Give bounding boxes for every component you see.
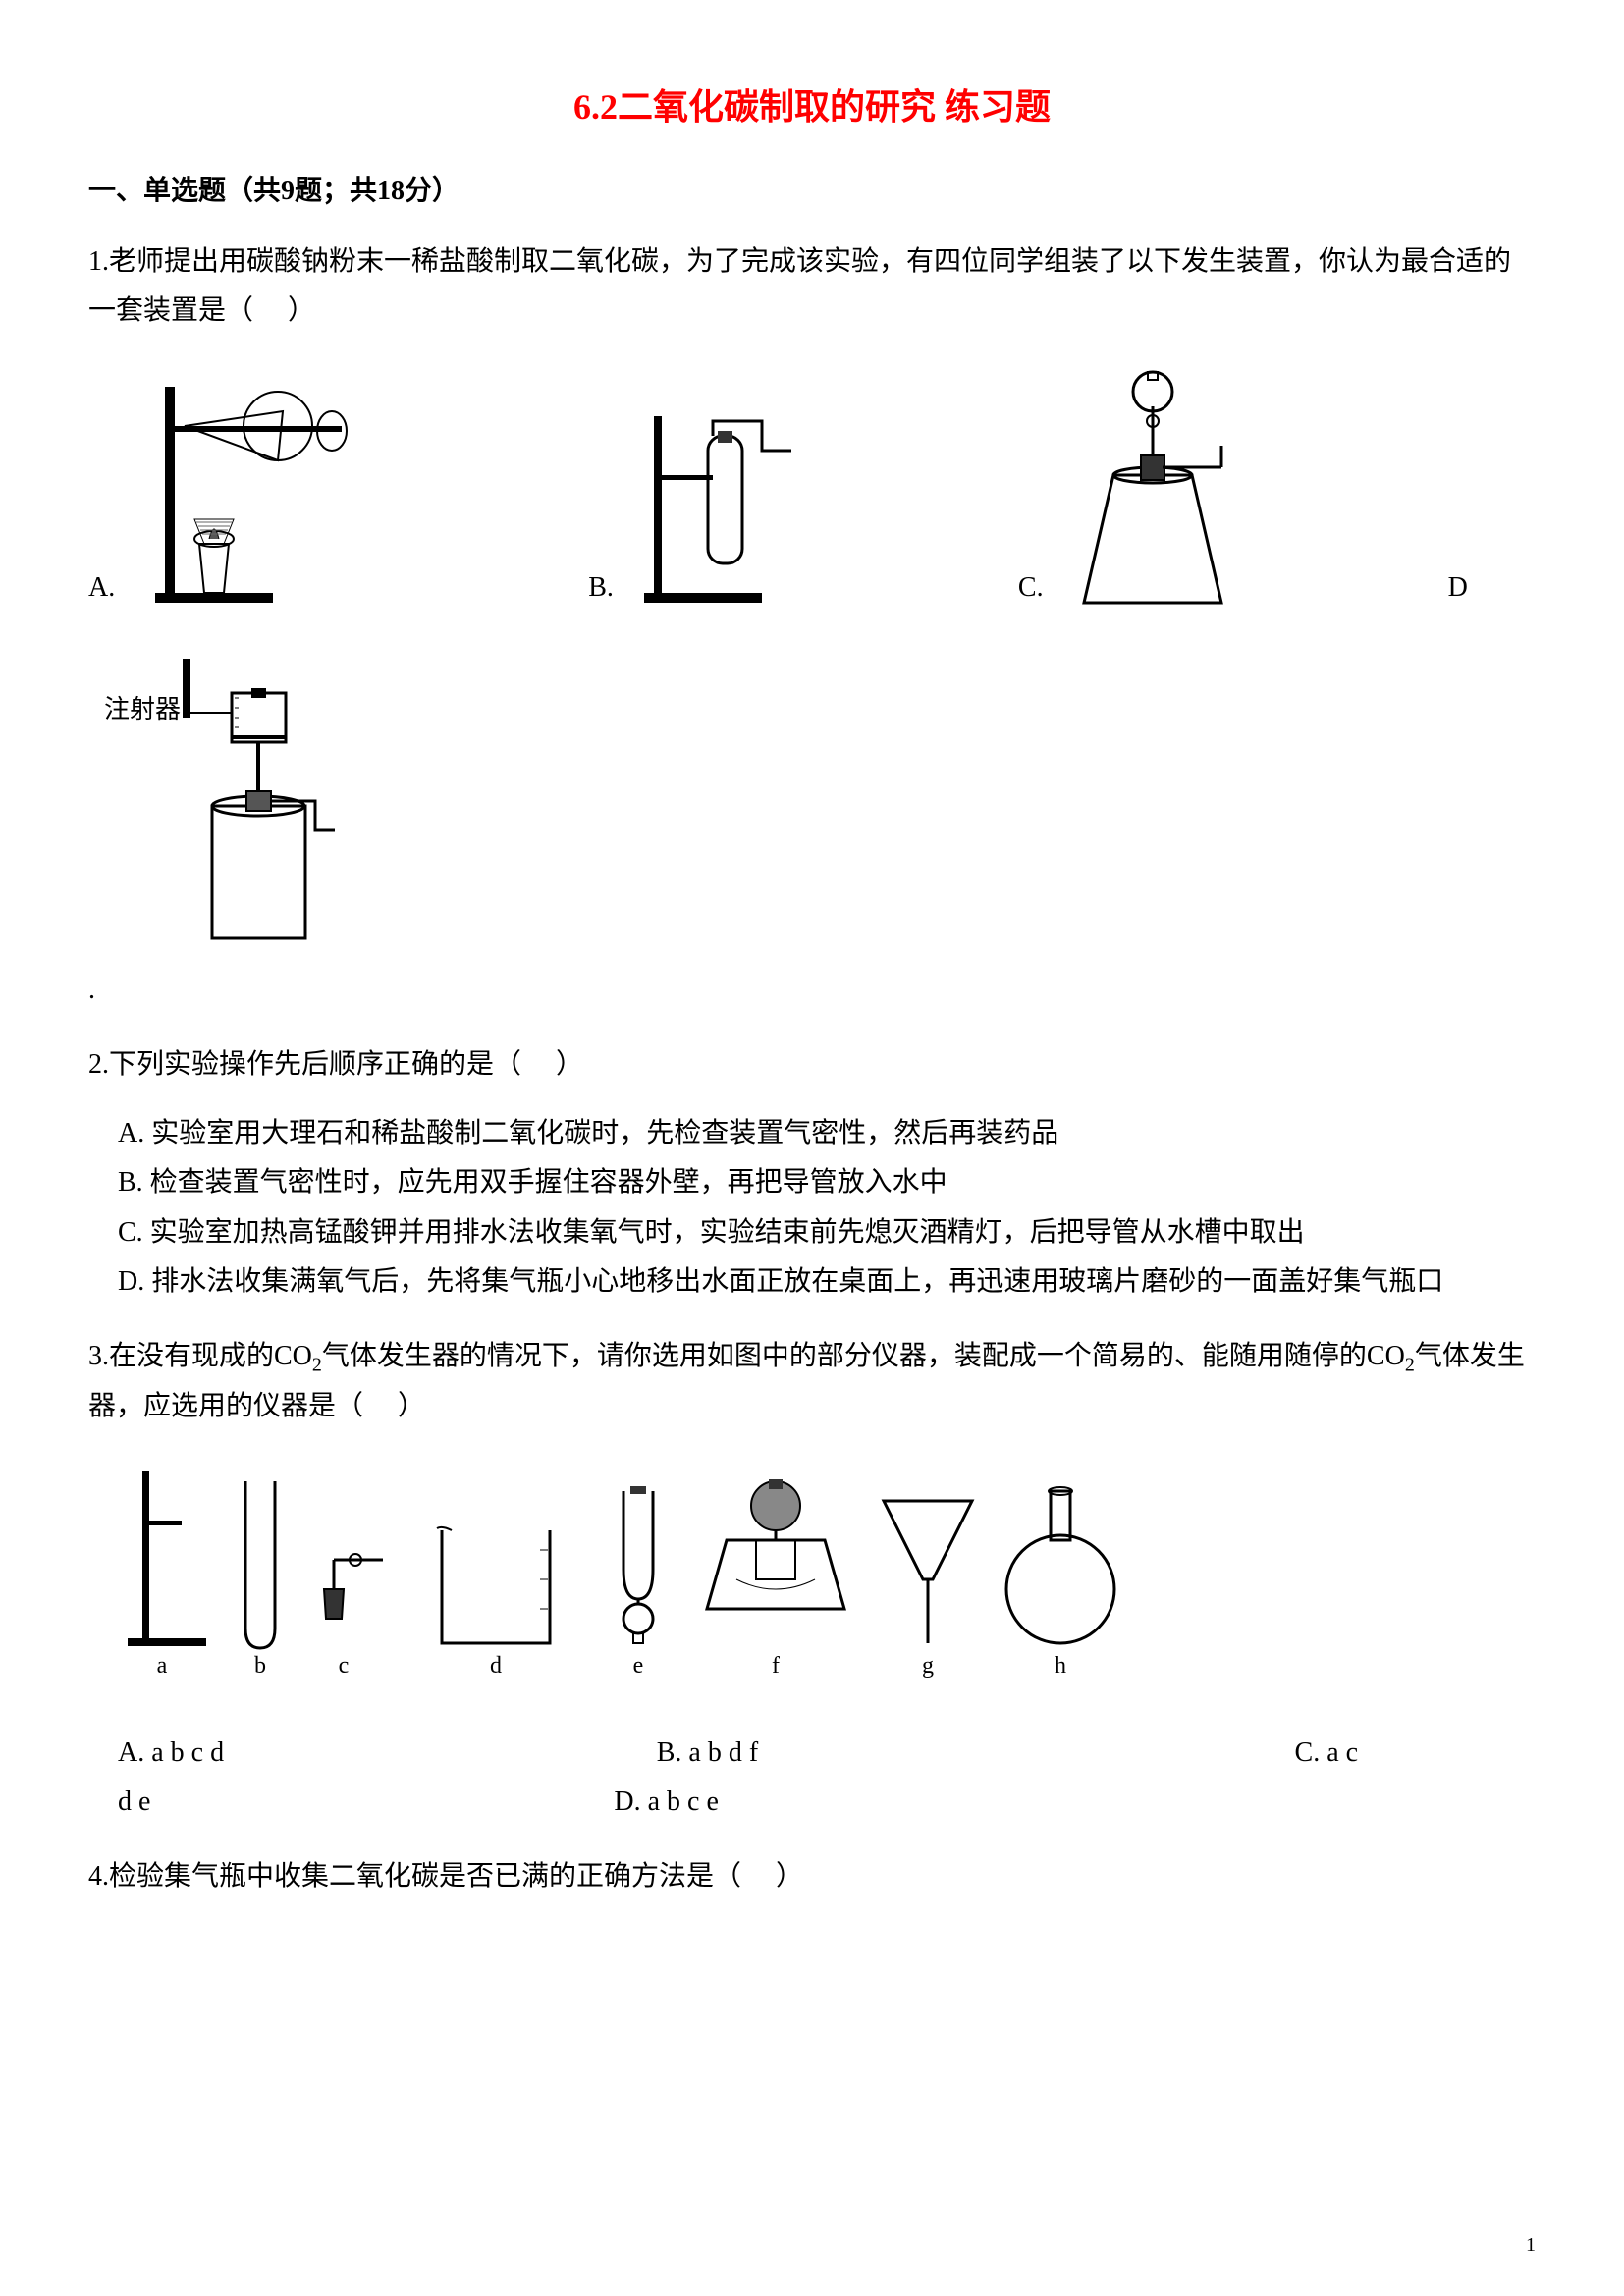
q3-opt-a: A. a b c d <box>118 1729 657 1778</box>
q2-opt-b: B. 检查装置气密性时，应先用双手握住容器外壁，再把导管放入水中 <box>88 1158 1536 1207</box>
q1-dot: . <box>88 966 1536 1015</box>
q3-opt-d-left: d e <box>118 1778 614 1827</box>
q1-label-a: A. <box>88 563 115 613</box>
q2-opt-d: D. 排水法收集满氧气后，先将集气瓶小心地移出水面正放在桌面上，再迅速用玻璃片磨… <box>88 1257 1536 1307</box>
svg-text:c: c <box>339 1653 350 1679</box>
section-header: 一、单选题（共9题；共18分） <box>88 169 1536 208</box>
question-3: 3.在没有现成的CO2气体发生器的情况下，请你选用如图中的部分仪器，装配成一个简… <box>88 1332 1536 1828</box>
q1-label-c: C. <box>1018 563 1044 613</box>
apparatus-b-image <box>623 396 822 614</box>
q1-label-d: D <box>1448 563 1468 613</box>
svg-text:f: f <box>772 1653 780 1679</box>
svg-text:e: e <box>633 1653 644 1679</box>
q2-text: 2.下列实验操作先后顺序正确的是（ ） <box>88 1041 1536 1090</box>
q3-opt-d-right: D. a b c e <box>614 1778 719 1827</box>
q3-opt-c: C. a c <box>1295 1729 1536 1778</box>
svg-text:b: b <box>254 1653 266 1679</box>
syringe-label: 注射器 <box>104 695 181 723</box>
svg-text:d: d <box>490 1653 502 1679</box>
q3-text: 3.在没有现成的CO2气体发生器的情况下，请你选用如图中的部分仪器，装配成一个简… <box>88 1332 1536 1432</box>
page-title: 6.2二氧化碳制取的研究 练习题 <box>573 87 1051 127</box>
page-number: 1 <box>1526 2234 1536 2257</box>
apparatus-d-image: 注射器 <box>88 633 365 949</box>
question-4: 4.检验集气瓶中收集二氧化碳是否已满的正确方法是（ ） <box>88 1852 1536 1901</box>
q2-opt-c: C. 实验室加热高锰酸钾并用排水法收集氧气时，实验结束前先熄灭酒精灯，后把导管从… <box>88 1208 1536 1257</box>
q1-label-b: B. <box>588 563 614 613</box>
question-2: 2.下列实验操作先后顺序正确的是（ ） A. 实验室用大理石和稀盐酸制二氧化碳时… <box>88 1041 1536 1308</box>
question-1: 1.老师提出用碳酸钠粉末一稀盐酸制取二氧化碳，为了完成该实验，有四位同学组装了以… <box>88 238 1536 1016</box>
q2-opt-a: A. 实验室用大理石和稀盐酸制二氧化碳时，先检查装置气密性，然后再装药品 <box>88 1109 1536 1158</box>
svg-text:h: h <box>1055 1653 1066 1679</box>
svg-text:g: g <box>922 1653 934 1679</box>
svg-text:a: a <box>157 1653 168 1679</box>
q4-text: 4.检验集气瓶中收集二氧化碳是否已满的正确方法是（ ） <box>88 1852 1536 1901</box>
apparatus-a-image <box>125 366 372 614</box>
q1-text: 1.老师提出用碳酸钠粉末一稀盐酸制取二氧化碳，为了完成该实验，有四位同学组装了以… <box>88 238 1536 337</box>
apparatus-selection-image: a b c d e f g h <box>88 1452 1168 1697</box>
q3-opt-b: B. a b d f <box>657 1729 1295 1778</box>
apparatus-c-image <box>1054 356 1252 614</box>
